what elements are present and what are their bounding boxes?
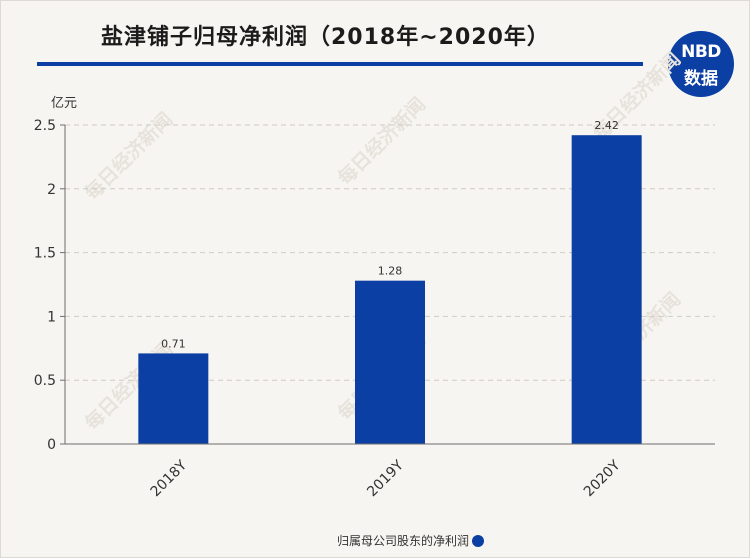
- y-tick-label: 0: [47, 437, 56, 453]
- nbd-data-logo: NBD 数据: [668, 31, 734, 97]
- watermark-text: 每日经济新闻: [333, 93, 430, 190]
- legend-label: 归属母公司股东的净利润: [337, 533, 469, 548]
- title-underline: [37, 62, 643, 66]
- x-tick-label: 2018Y: [148, 457, 191, 500]
- bar-2019Y: [355, 280, 425, 444]
- bar-2020Y: [571, 135, 642, 444]
- y-tick-label: 1: [47, 309, 56, 325]
- logo-text-nbd: NBD: [681, 42, 721, 62]
- watermark-text: 每日经济新闻: [80, 108, 177, 205]
- logo-text-shuju: 数据: [684, 69, 718, 89]
- chart-title: 盐津铺子归母净利润（2018年~2020年）: [101, 25, 550, 50]
- y-unit-label: 亿元: [51, 96, 77, 111]
- bar-2018Y: [138, 353, 209, 444]
- data-label: 1.28: [378, 265, 403, 278]
- data-label: 2.42: [594, 119, 619, 132]
- y-tick-label: 1.5: [34, 246, 56, 262]
- legend: 归属母公司股东的净利润: [337, 533, 484, 548]
- legend-swatch: [472, 535, 484, 547]
- bars: [138, 135, 642, 444]
- y-tick-label: 2.5: [34, 118, 56, 134]
- y-tick-label: 2: [47, 182, 56, 198]
- x-tick-label: 2020Y: [581, 457, 624, 500]
- data-label: 0.71: [161, 337, 186, 350]
- x-tick-label: 2019Y: [364, 457, 407, 500]
- y-tick-label: 0.5: [34, 373, 56, 389]
- axes: [64, 125, 715, 445]
